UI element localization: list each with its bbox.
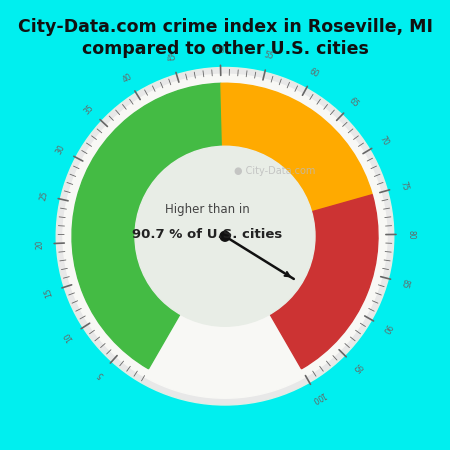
Text: compared to other U.S. cities: compared to other U.S. cities	[81, 40, 369, 58]
Circle shape	[63, 74, 387, 398]
Text: 70: 70	[378, 135, 391, 148]
Text: 35: 35	[83, 103, 96, 116]
Text: 95: 95	[350, 360, 363, 374]
Text: 90.7 % of U.S. cities: 90.7 % of U.S. cities	[132, 228, 282, 240]
Text: 75: 75	[398, 180, 410, 192]
Text: 80: 80	[406, 230, 415, 239]
Wedge shape	[270, 195, 378, 369]
Wedge shape	[72, 83, 223, 369]
Text: Higher than in: Higher than in	[165, 203, 249, 216]
Text: 60: 60	[308, 68, 321, 80]
Wedge shape	[221, 83, 372, 212]
Text: 45: 45	[166, 53, 178, 64]
Text: 20: 20	[35, 239, 44, 249]
Text: 85: 85	[399, 277, 410, 288]
Circle shape	[56, 68, 394, 405]
Text: 5: 5	[96, 369, 105, 379]
Text: 50: 50	[215, 46, 225, 55]
Text: 65: 65	[347, 96, 360, 109]
Text: 90: 90	[380, 322, 392, 335]
Text: 40: 40	[121, 72, 134, 85]
Circle shape	[135, 146, 315, 326]
Text: 10: 10	[63, 330, 75, 343]
Text: 15: 15	[42, 286, 54, 298]
Text: ● City-Data.com: ● City-Data.com	[234, 166, 315, 176]
Text: 55: 55	[263, 50, 274, 61]
Circle shape	[58, 68, 392, 404]
Text: 100: 100	[309, 390, 326, 405]
Text: 25: 25	[39, 189, 50, 201]
Text: 30: 30	[54, 143, 67, 156]
Circle shape	[220, 231, 230, 241]
Text: City-Data.com crime index in Roseville, MI: City-Data.com crime index in Roseville, …	[18, 18, 432, 36]
